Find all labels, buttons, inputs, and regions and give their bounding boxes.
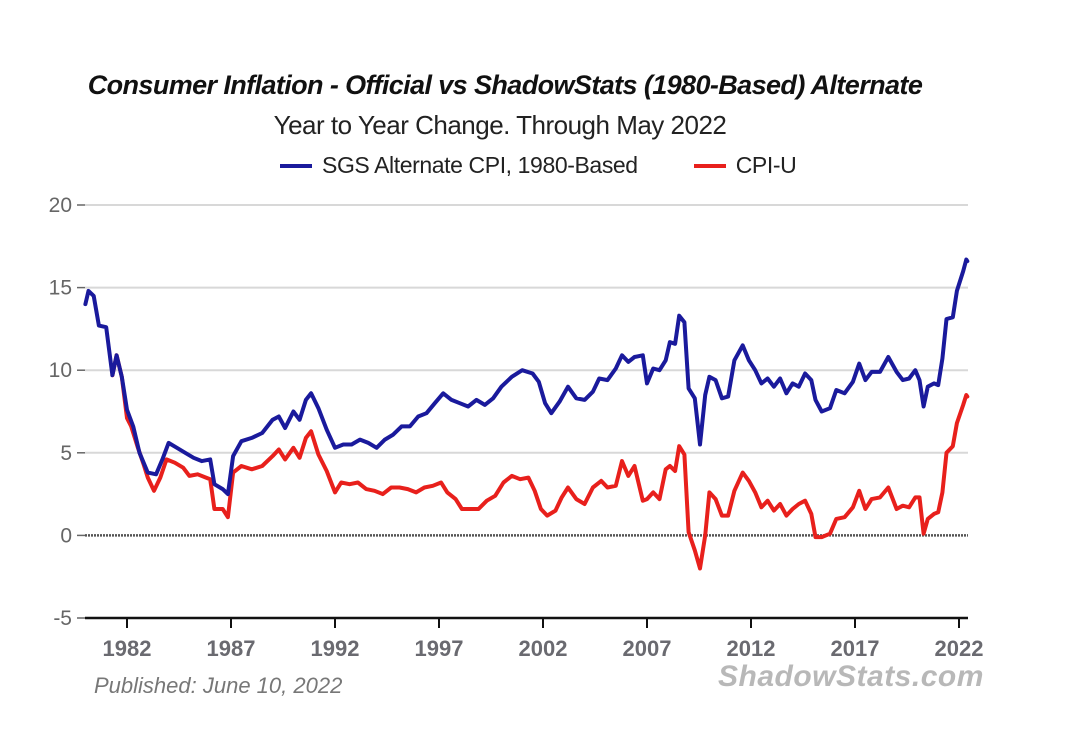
y-tick-label: 15 bbox=[49, 277, 72, 300]
y-tick-label: 10 bbox=[49, 359, 72, 382]
legend-swatch-sgs bbox=[280, 163, 312, 168]
x-tick-label: 2002 bbox=[519, 636, 568, 661]
y-tick-label: 5 bbox=[60, 442, 72, 465]
x-tick-label: 2007 bbox=[623, 636, 672, 661]
legend-swatch-cpiu bbox=[693, 163, 726, 168]
y-tick-label: 0 bbox=[60, 524, 72, 547]
x-tick-label: 2022 bbox=[935, 636, 984, 661]
x-tick-label: 1982 bbox=[103, 636, 152, 661]
legend-label-sgs: SGS Alternate CPI, 1980-Based bbox=[322, 152, 638, 178]
y-tick-label: -5 bbox=[53, 607, 72, 630]
x-tick-label: 1992 bbox=[311, 636, 360, 661]
chart-subtitle: Year to Year Change. Through May 2022 bbox=[273, 110, 727, 140]
y-tick-label: 20 bbox=[49, 194, 72, 217]
series-line-sgs-alternate bbox=[83, 257, 970, 497]
legend-label-cpiu: CPI-U bbox=[735, 152, 797, 178]
legend-item-cpiu: CPI-U bbox=[693, 152, 797, 179]
chart-title: Consumer Inflation - Official vs ShadowS… bbox=[87, 70, 923, 100]
x-tick-label: 1987 bbox=[207, 636, 256, 661]
x-tick-label: 2017 bbox=[831, 636, 880, 661]
series-line-cpi-u bbox=[110, 353, 970, 571]
published-date: Published: June 10, 2022 bbox=[94, 673, 343, 698]
x-tick-label: 2012 bbox=[727, 636, 776, 661]
x-tick-label: 1997 bbox=[415, 636, 464, 661]
legend-item-sgs: SGS Alternate CPI, 1980-Based bbox=[280, 152, 638, 179]
legend: SGS Alternate CPI, 1980-Based CPI-U bbox=[280, 152, 852, 179]
brand-watermark: ShadowStats.com bbox=[718, 660, 984, 693]
